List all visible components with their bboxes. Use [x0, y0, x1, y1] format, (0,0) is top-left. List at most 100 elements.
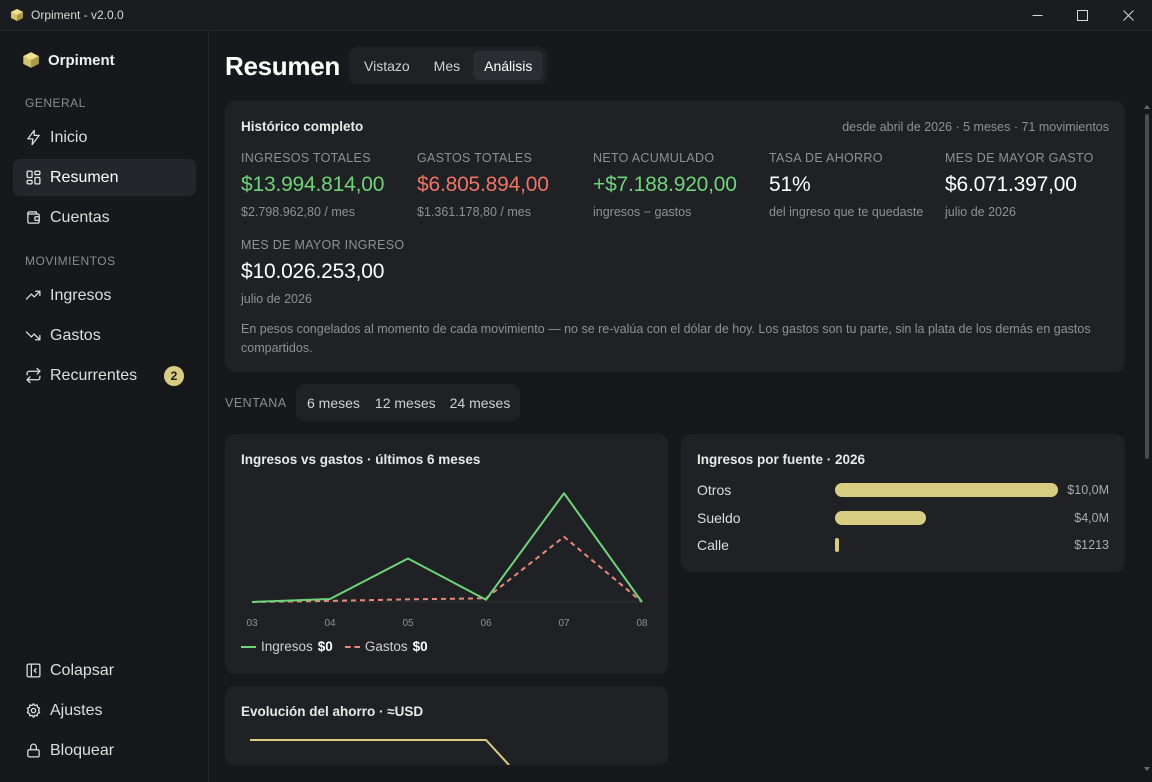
sidebar-item-recurrentes[interactable]: Recurrentes 2: [13, 357, 196, 394]
stat-sub: julio de 2026: [241, 292, 312, 306]
sidebar-item-label: Ajustes: [50, 701, 103, 719]
x-tick-label: 03: [246, 618, 258, 629]
historico-card: Histórico completo desde abril de 2026 ·…: [225, 101, 1125, 372]
ventana-6-meses[interactable]: 6 meses: [307, 394, 360, 411]
fuente-row: Sueldo $4,0M: [697, 508, 1109, 528]
sidebar-item-label: Inicio: [50, 128, 88, 146]
ventana-12-meses[interactable]: 12 meses: [374, 394, 436, 411]
sidebar-item-cuentas[interactable]: Cuentas: [13, 199, 196, 236]
x-tick-label: 06: [480, 618, 492, 629]
close-icon: [1122, 10, 1134, 21]
sidebar-item-ajustes[interactable]: Ajustes: [13, 692, 196, 729]
card-title: Ingresos por fuente · 2026: [697, 452, 866, 467]
card-title: Evolución del ahorro · ≈USD: [241, 704, 424, 719]
fuente-value: $10,0M: [1067, 483, 1109, 497]
historico-footnote: En pesos congelados al momento de cada m…: [241, 322, 1091, 355]
fuente-bar: [835, 538, 839, 552]
legend-ingresos-label: Ingresos: [261, 639, 313, 654]
app-logo-icon: [11, 9, 23, 21]
repeat-icon: [26, 367, 41, 384]
scroll-thumb[interactable]: [1145, 114, 1149, 459]
stat-value: 51%: [769, 173, 811, 196]
stat-value: $6.805.894,00: [417, 173, 549, 196]
maximize-button[interactable]: [1059, 0, 1105, 31]
ahorro-line: [250, 739, 510, 765]
sidebar-item-label: Bloquear: [50, 741, 115, 759]
trend-down-icon: [25, 331, 41, 341]
stat-sub: $1.361.178,80 / mes: [417, 205, 531, 219]
evolucion-ahorro-chart: [250, 739, 510, 765]
ingresos-vs-gastos-card: Ingresos vs gastos · últimos 6 meses 03 0…: [225, 434, 668, 674]
sidebar-item-gastos[interactable]: Gastos: [13, 317, 196, 354]
fuente-value: $1213: [1074, 538, 1109, 552]
stat-tasa-de-ahorro: TASA DE AHORRO 51% del ingreso que te qu…: [769, 151, 923, 219]
sidebar-item-resumen[interactable]: Resumen: [13, 159, 196, 196]
main-scrollbar[interactable]: [1144, 104, 1150, 782]
scroll-up-icon[interactable]: [1144, 104, 1150, 110]
stat-sub: julio de 2026: [945, 205, 1016, 219]
stat-label: GASTOS TOTALES: [417, 151, 533, 165]
maximize-icon: [1076, 10, 1088, 21]
stat-neto-acumulado: NETO ACUMULADO +$7.188.920,00 ingresos −…: [593, 151, 737, 219]
minimize-button[interactable]: [1014, 0, 1060, 31]
ventana-selector: 6 meses 12 meses 24 meses: [296, 384, 521, 421]
stat-label: MES DE MAYOR GASTO: [945, 151, 1094, 165]
sidebar-item-ingresos[interactable]: Ingresos: [13, 277, 196, 314]
legend-ingresos-swatch: [241, 645, 256, 648]
page-title: Resumen: [225, 51, 340, 81]
legend-gastos-label: Gastos: [364, 639, 408, 654]
stat-sub: del ingreso que te quedaste: [769, 205, 924, 219]
window-title: Orpiment - v2.0.0: [31, 8, 124, 22]
fuente-name: Sueldo: [697, 510, 741, 526]
fuente-row: Otros $10,0M: [697, 480, 1109, 500]
fuente-name: Calle: [697, 537, 729, 553]
stat-value: $10.026.253,00: [241, 260, 385, 283]
fuente-bar-track: [835, 511, 1058, 525]
fuente-value: $4,0M: [1074, 511, 1109, 525]
scroll-down-icon[interactable]: [1144, 766, 1150, 772]
ingresos-line: [251, 492, 643, 603]
lock-icon: [27, 743, 40, 758]
x-tick-label: 07: [558, 618, 570, 629]
x-tick-label: 05: [402, 618, 414, 629]
brand-name: Orpiment: [48, 51, 115, 69]
fuente-bar: [835, 511, 927, 525]
trend-up-icon: [25, 290, 41, 300]
lock-button[interactable]: Bloquear: [13, 732, 196, 769]
stat-sub: $2.798.962,80 / mes: [241, 205, 355, 219]
ventana-label: VENTANA: [225, 396, 287, 410]
minimize-icon: [1032, 15, 1042, 16]
collapse-sidebar-button[interactable]: Colapsar: [13, 652, 196, 689]
ingresos-vs-gastos-chart: 03 04 05 06 07 08: [246, 492, 648, 629]
legend-gastos-value: $0: [412, 639, 428, 654]
card-title: Histórico completo: [241, 119, 364, 134]
stat-gastos-totales: GASTOS TOTALES $6.805.894,00 $1.361.178,…: [417, 151, 549, 219]
tab-analisis[interactable]: Análisis: [473, 51, 544, 80]
section-label-general: GENERAL: [25, 96, 86, 110]
stat-mes-mayor-gasto: MES DE MAYOR GASTO $6.071.397,00 julio d…: [945, 151, 1094, 219]
ingresos-por-fuente-card: Ingresos por fuente · 2026 Otros $10,0M …: [681, 434, 1125, 572]
stat-label: TASA DE AHORRO: [769, 151, 883, 165]
brand[interactable]: Orpiment: [22, 51, 115, 69]
tab-vistazo[interactable]: Vistazo: [364, 57, 410, 74]
view-tabs: Vistazo Mes Análisis: [349, 47, 548, 84]
close-button[interactable]: [1105, 0, 1151, 31]
sidebar-item-label: Recurrentes: [50, 366, 138, 384]
historico-meta: desde abril de 2026 · 5 meses · 71 movim…: [842, 120, 1109, 134]
sidebar-item-inicio[interactable]: Inicio: [13, 119, 196, 156]
stat-label: NETO ACUMULADO: [593, 151, 715, 165]
evolucion-ahorro-card: Evolución del ahorro · ≈USD: [225, 686, 668, 765]
chart-legend: Ingresos $0 Gastos $0: [241, 639, 428, 654]
title-bar: Orpiment - v2.0.0: [0, 0, 1152, 31]
tab-mes[interactable]: Mes: [433, 57, 461, 74]
fuente-bar-track: [835, 483, 1058, 497]
ventana-24-meses[interactable]: 24 meses: [449, 394, 511, 411]
sidebar: Orpiment GENERAL Inicio Resumen Cuentas …: [0, 31, 209, 782]
bolt-icon: [27, 129, 40, 146]
sidebar-item-label: Gastos: [50, 326, 101, 344]
sidebar-item-label: Colapsar: [50, 661, 115, 679]
stat-value: $6.071.397,00: [945, 173, 1077, 196]
sidebar-item-label: Ingresos: [50, 286, 112, 304]
legend-gastos-swatch: [344, 645, 360, 648]
stat-value: +$7.188.920,00: [593, 173, 737, 196]
